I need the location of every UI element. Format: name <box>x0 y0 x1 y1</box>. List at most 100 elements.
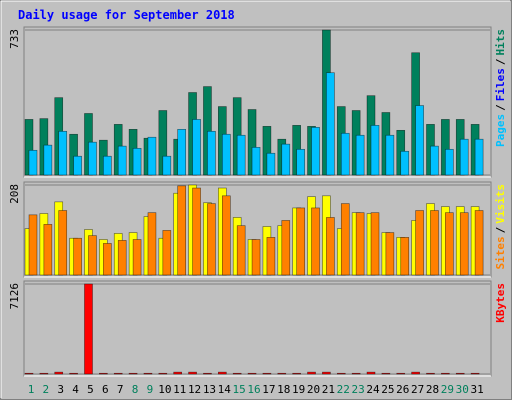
x-tick-label: 3 <box>57 383 64 396</box>
bar <box>43 144 53 176</box>
bar <box>340 132 350 176</box>
bar <box>162 230 172 276</box>
bar <box>311 127 320 176</box>
bar <box>266 237 276 276</box>
bar <box>370 212 380 276</box>
bar <box>39 372 49 375</box>
x-tick-label: 31 <box>470 383 483 396</box>
legend: KBytes <box>494 283 507 323</box>
x-tick-label: 5 <box>87 383 94 396</box>
bar <box>192 187 201 276</box>
bar <box>340 203 350 276</box>
bar <box>474 210 484 276</box>
x-tick-label: 28 <box>426 383 439 396</box>
bar <box>132 239 142 276</box>
x-tick-label: 19 <box>292 383 305 396</box>
x-tick-label: 25 <box>381 383 394 396</box>
bar <box>311 207 320 276</box>
bar <box>158 372 168 375</box>
x-tick-label: 29 <box>441 383 454 396</box>
bar <box>207 130 216 176</box>
chart-title: Daily usage for September 2018 <box>18 8 235 22</box>
x-tick-label: 18 <box>277 383 290 396</box>
x-tick-label: 4 <box>72 383 79 396</box>
bar <box>366 371 376 375</box>
x-tick-label: 26 <box>396 383 409 396</box>
bar <box>28 149 38 176</box>
x-tick-label: 13 <box>203 383 216 396</box>
bar <box>355 212 365 276</box>
x-tick-label: 16 <box>247 383 260 396</box>
x-tick-label: 1 <box>28 383 35 396</box>
x-tick-label: 17 <box>262 383 275 396</box>
bar <box>58 130 68 176</box>
bar <box>400 237 410 276</box>
bar <box>28 214 38 276</box>
bar <box>88 235 97 276</box>
x-tick-label: 14 <box>218 383 232 396</box>
bar <box>430 145 439 176</box>
legend-entry: Files <box>494 68 507 101</box>
x-tick-label: 9 <box>147 383 154 396</box>
bar <box>400 150 410 176</box>
x-tick-label: 2 <box>43 383 50 396</box>
bar <box>147 212 157 276</box>
bar <box>232 372 242 375</box>
x-tick-label: 30 <box>456 383 469 396</box>
bar <box>474 138 484 176</box>
panel <box>23 280 492 377</box>
bar <box>58 210 68 276</box>
bar <box>385 232 395 276</box>
x-tick-label: 23 <box>352 383 365 396</box>
bar <box>277 372 287 375</box>
bar <box>411 371 420 375</box>
y-tick-label: 7126 <box>8 283 21 310</box>
bar <box>296 207 305 276</box>
bar <box>247 372 257 375</box>
bar <box>143 372 153 375</box>
legend-entry: Pages <box>494 114 507 147</box>
bar <box>292 372 301 375</box>
bar <box>177 185 186 276</box>
legend: Pages / Files / Hits <box>494 29 507 147</box>
bar <box>445 148 454 176</box>
bar <box>207 203 216 276</box>
bar <box>188 371 197 375</box>
x-tick-label: 8 <box>132 383 139 396</box>
legend-separator: / <box>494 58 507 65</box>
bar <box>43 224 53 276</box>
bar <box>218 371 227 375</box>
bar <box>396 372 406 375</box>
bar <box>266 152 276 176</box>
legend-separator: / <box>494 104 507 111</box>
bar <box>73 237 82 276</box>
bar <box>455 372 465 375</box>
bar <box>222 133 231 176</box>
bar <box>445 212 454 276</box>
bar <box>236 134 246 176</box>
x-tick-label: 24 <box>366 383 380 396</box>
x-tick-label: 11 <box>173 383 186 396</box>
bar <box>322 371 331 375</box>
bar <box>426 372 435 375</box>
x-tick-label: 20 <box>307 383 320 396</box>
bar <box>430 210 439 276</box>
bar <box>54 371 64 375</box>
bar <box>173 371 182 375</box>
bar <box>132 147 142 176</box>
bar <box>192 119 201 176</box>
bar <box>99 372 108 375</box>
legend: Sites / Visits <box>494 184 507 270</box>
bar <box>281 220 291 276</box>
y-tick-label: 208 <box>8 184 21 204</box>
bar <box>113 372 123 375</box>
bar <box>117 145 127 176</box>
bar <box>103 243 112 276</box>
bar <box>24 372 34 375</box>
bar <box>236 225 246 276</box>
bar <box>415 210 424 276</box>
bar <box>88 141 97 176</box>
bar <box>73 155 82 176</box>
bar <box>262 372 272 375</box>
bar <box>84 283 93 375</box>
